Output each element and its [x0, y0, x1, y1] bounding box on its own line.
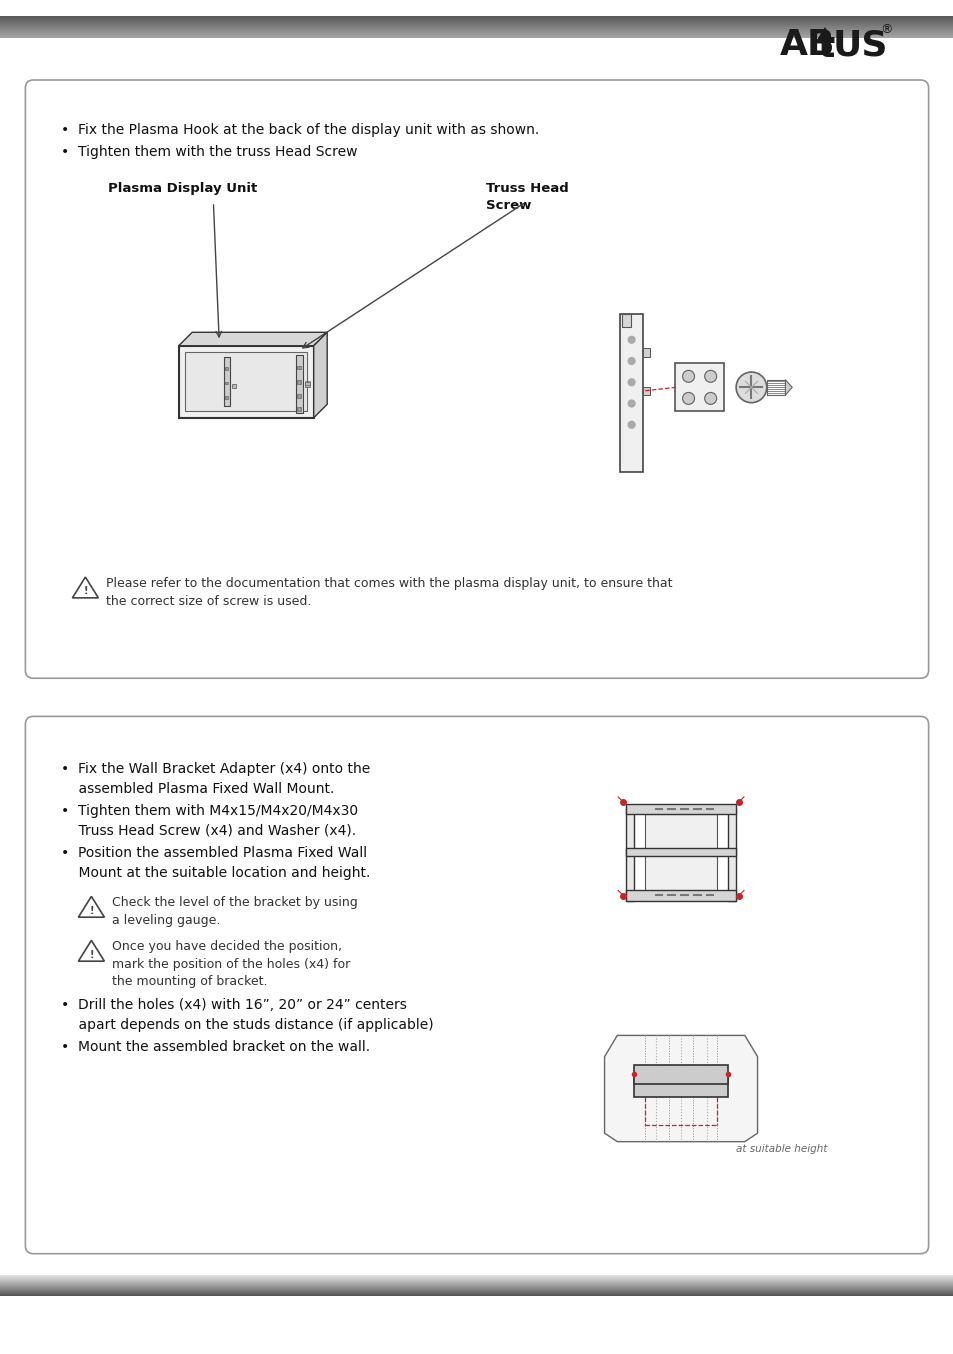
- Text: •  Fix the Plasma Hook at the back of the display unit with as shown.: • Fix the Plasma Hook at the back of the…: [61, 123, 539, 137]
- Bar: [185, 352, 307, 412]
- Circle shape: [627, 336, 635, 343]
- Polygon shape: [314, 332, 327, 418]
- Polygon shape: [727, 808, 736, 902]
- Text: !: !: [89, 949, 93, 960]
- Bar: [621, 314, 630, 328]
- Text: Plasma Display Unit: Plasma Display Unit: [109, 181, 257, 195]
- Bar: [634, 1078, 727, 1097]
- Text: AB: AB: [780, 28, 835, 62]
- Bar: [625, 891, 736, 900]
- Polygon shape: [178, 345, 314, 418]
- Text: •  Tighten them with M4x15/M4x20/M4x30
    Truss Head Screw (x4) and Washer (x4): • Tighten them with M4x15/M4x20/M4x30 Tr…: [61, 804, 358, 838]
- Text: •  Drill the holes (x4) with 16”, 20” or 24” centers
    apart depends on the st: • Drill the holes (x4) with 16”, 20” or …: [61, 998, 434, 1032]
- Circle shape: [627, 401, 635, 408]
- Text: Check the level of the bracket by using
a leveling gauge.: Check the level of the bracket by using …: [112, 896, 357, 927]
- Polygon shape: [178, 332, 327, 345]
- Circle shape: [736, 372, 766, 402]
- Bar: [296, 380, 301, 383]
- Text: !: !: [89, 906, 93, 915]
- Bar: [296, 408, 301, 410]
- Circle shape: [704, 371, 716, 382]
- Polygon shape: [625, 808, 634, 902]
- Text: •  Fix the Wall Bracket Adapter (x4) onto the
    assembled Plasma Fixed Wall Mo: • Fix the Wall Bracket Adapter (x4) onto…: [61, 762, 371, 796]
- FancyBboxPatch shape: [26, 716, 927, 1254]
- Circle shape: [627, 379, 635, 386]
- Text: !: !: [83, 586, 88, 596]
- Bar: [296, 366, 301, 370]
- Circle shape: [627, 357, 635, 364]
- Text: at suitable height: at suitable height: [736, 1144, 826, 1154]
- Text: Please refer to the documentation that comes with the plasma display unit, to en: Please refer to the documentation that c…: [107, 577, 672, 608]
- Polygon shape: [784, 379, 791, 395]
- FancyBboxPatch shape: [675, 363, 723, 412]
- Circle shape: [682, 393, 694, 405]
- Text: Truss Head
Screw: Truss Head Screw: [485, 181, 568, 213]
- Circle shape: [704, 393, 716, 405]
- Text: •  Tighten them with the truss Head Screw: • Tighten them with the truss Head Screw: [61, 145, 357, 158]
- Bar: [224, 397, 228, 399]
- Bar: [643, 348, 650, 356]
- Bar: [224, 367, 228, 370]
- Bar: [224, 382, 228, 385]
- Bar: [296, 394, 301, 398]
- Bar: [223, 356, 230, 406]
- Text: •  Mount the assembled bracket on the wall.: • Mount the assembled bracket on the wal…: [61, 1040, 370, 1055]
- Text: ®: ®: [879, 23, 892, 37]
- Text: t: t: [817, 30, 835, 64]
- Bar: [644, 814, 716, 892]
- Polygon shape: [814, 27, 834, 43]
- Circle shape: [627, 421, 635, 428]
- Text: Once you have decided the position,
mark the position of the holes (x4) for
the : Once you have decided the position, mark…: [112, 941, 351, 988]
- Polygon shape: [604, 1036, 757, 1141]
- Bar: [295, 355, 302, 413]
- Bar: [625, 848, 736, 857]
- Bar: [232, 383, 236, 389]
- Bar: [625, 804, 736, 814]
- Bar: [634, 1066, 727, 1083]
- Bar: [304, 382, 310, 387]
- Bar: [643, 386, 650, 395]
- Text: US: US: [832, 28, 887, 62]
- Text: ☐: ☐: [304, 382, 310, 387]
- FancyBboxPatch shape: [26, 80, 927, 678]
- Bar: [766, 379, 784, 395]
- Bar: [619, 314, 643, 471]
- Circle shape: [682, 371, 694, 382]
- Text: •  Position the assembled Plasma Fixed Wall
    Mount at the suitable location a: • Position the assembled Plasma Fixed Wa…: [61, 846, 371, 880]
